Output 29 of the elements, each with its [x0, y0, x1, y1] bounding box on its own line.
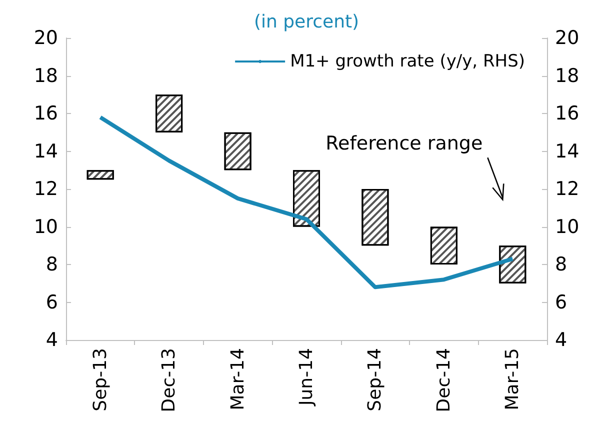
y-tick-label: 20 — [34, 27, 58, 49]
y-tick-label: 12 — [34, 178, 58, 200]
y-tick-label: 14 — [34, 140, 58, 162]
x-tick-label: Jun-14 — [296, 348, 317, 407]
y2-tick-label: 18 — [555, 64, 580, 87]
y-tick-label: 6 — [46, 291, 58, 314]
y2-tick-label: 6 — [555, 291, 568, 314]
x-tick-label: Sep-14 — [364, 348, 386, 412]
x-tick-label: Dec-13 — [158, 348, 180, 412]
annotation: Reference range — [326, 132, 483, 155]
y-tick-label: 10 — [34, 216, 58, 238]
y-tick-label: 4 — [46, 329, 58, 351]
y-tick-label: 18 — [34, 64, 58, 87]
y2-tick-label: 16 — [555, 102, 580, 124]
x-tick-label: Mar-15 — [502, 348, 524, 410]
chart-title: (in percent) — [254, 12, 360, 32]
legend-label: M1+ growth rate (y/y, RHS) — [290, 52, 526, 72]
x-tick-label: Mar-14 — [227, 348, 248, 410]
y-tick-label: 8 — [46, 254, 58, 276]
x-tick-label: Sep-13 — [90, 348, 111, 412]
y2-tick-label: 4 — [555, 329, 568, 351]
y2-tick-label: 8 — [555, 254, 568, 276]
y2-tick-label: 14 — [555, 140, 580, 162]
x-tick-label: Dec-14 — [433, 348, 454, 412]
y-tick-label: 16 — [34, 102, 58, 124]
y2-tick-label: 20 — [555, 27, 580, 49]
y2-tick-label: 10 — [555, 216, 580, 238]
y2-tick-label: 12 — [555, 178, 580, 200]
line-series — [98, 115, 515, 290]
